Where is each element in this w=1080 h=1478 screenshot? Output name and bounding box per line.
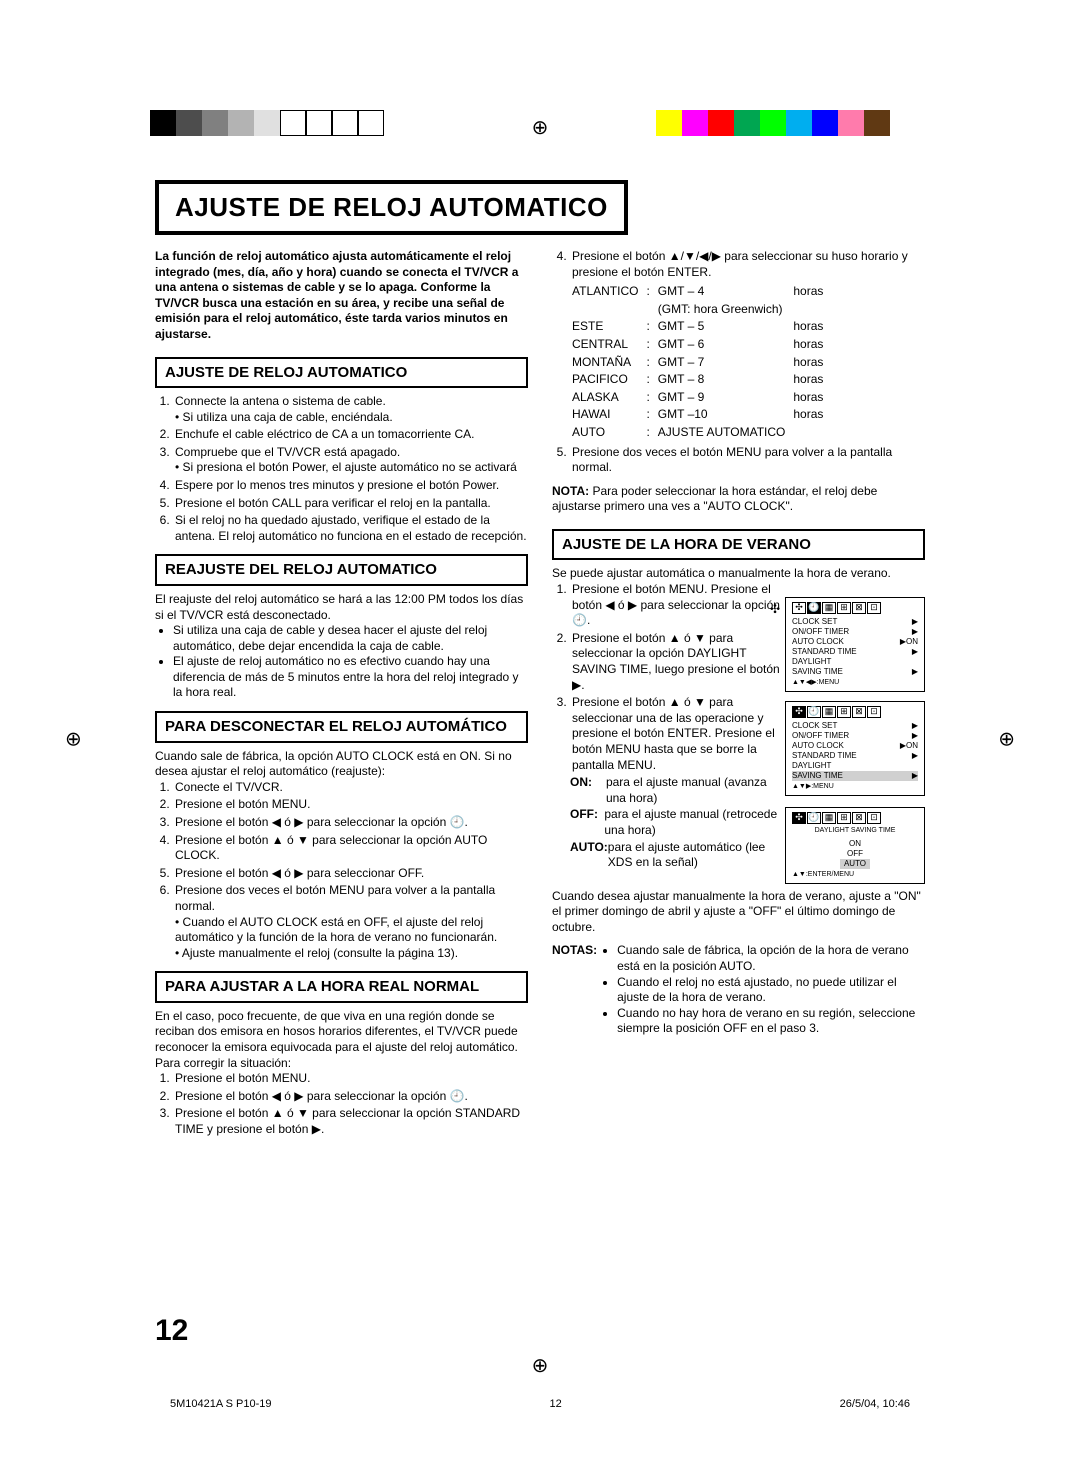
s3-i2: Presione el botón MENU. [173, 797, 528, 813]
s6-i2: Presione el botón ▲ ó ▼ para seleccionar… [570, 631, 782, 693]
s5-note: NOTA: Para poder seleccionar la hora est… [552, 484, 925, 515]
s1-list: Connecte la antena o sistema de cable. S… [155, 394, 528, 544]
s3-p1: Cuando sale de fábrica, la opción AUTO C… [155, 749, 528, 780]
left-column: La función de reloj automático ajusta au… [155, 249, 528, 1140]
s1-i1-sub: Si utiliza una caja de cable, enciéndala… [175, 410, 528, 426]
s2-b1: Si utiliza una caja de cable y desea hac… [173, 623, 528, 654]
s1-i1: Connecte la antena o sistema de cable. S… [173, 394, 528, 425]
s1-i3-sub: Si presiona el botón Power, el ajuste au… [175, 460, 528, 476]
footer: 5M10421A S P10-19 12 26/5/04, 10:46 [170, 1398, 910, 1410]
s1-i2: Enchufe el cable eléctrico de CA a un to… [173, 427, 528, 443]
color-bar-left [150, 110, 384, 136]
s5-i5: Presione dos veces el botón MENU para vo… [570, 445, 925, 476]
s5-list: Presione el botón ▲/▼/◀/▶ para seleccion… [552, 249, 925, 280]
section-head-4: PARA AJUSTAR A LA HORA REAL NORMAL [155, 971, 528, 1003]
s3-i3: Presione el botón ◀ ó ▶ para seleccionar… [173, 815, 528, 831]
footer-right: 26/5/04, 10:46 [840, 1398, 910, 1410]
s3-i6: Presione dos veces el botón MENU para vo… [173, 883, 528, 961]
s2-b2: El ajuste de reloj automático no es efec… [173, 654, 528, 701]
def-off: OFF:para el ajuste manual (retrocede una… [570, 807, 782, 838]
footer-left: 5M10421A S P10-19 [170, 1398, 272, 1410]
register-top: ⊕ [532, 115, 549, 140]
register-left: ⊕ [65, 727, 82, 752]
s6-n1: Cuando sale de fábrica, la opción de la … [617, 943, 925, 974]
def-on: ON:para el ajuste manual (avanza una hor… [570, 775, 782, 806]
s6-i3: Presione el botón ▲ ó ▼ para seleccionar… [570, 695, 782, 773]
s3-i5: Presione el botón ◀ ó ▶ para seleccionar… [173, 866, 528, 882]
register-right: ⊕ [998, 727, 1015, 752]
intro-text: La función de reloj automático ajusta au… [155, 249, 528, 343]
s6-n2: Cuando el reloj no está ajustado, no pue… [617, 975, 925, 1006]
s4-p1: En el caso, poco frecuente, de que viva … [155, 1009, 528, 1071]
s1-i5: Presione el botón CALL para verificar el… [173, 496, 528, 512]
section-head-1: AJUSTE DE RELOJ AUTOMATICO [155, 357, 528, 389]
menu-box-3: ✣🕘▦⊞⊠⊡DAYLIGHT SAVING TIMEONOFFAUTO▲▼:EN… [785, 807, 925, 884]
s3-i6-sub1: Cuando el AUTO CLOCK está en OFF, el aju… [175, 915, 528, 946]
s6-i1: Presione el botón MENU. Presione el botó… [570, 582, 782, 629]
right-column: Presione el botón ▲/▼/◀/▶ para seleccion… [552, 249, 925, 1140]
color-bar-right [656, 110, 890, 136]
s3-i1: Conecte el TV/VCR. [173, 780, 528, 796]
page-content: AJUSTE DE RELOJ AUTOMATICO La función de… [155, 180, 925, 1348]
section-head-2: REAJUSTE DEL RELOJ AUTOMATICO [155, 554, 528, 586]
page-number: 12 [155, 1314, 188, 1348]
section-head-6: AJUSTE DE LA HORA DE VERANO [552, 529, 925, 561]
register-bottom: ⊕ [532, 1353, 549, 1378]
s4-i3: Presione el botón ▲ ó ▼ para seleccionar… [173, 1106, 528, 1137]
section-head-3: PARA DESCONECTAR EL RELOJ AUTOMÁTICO [155, 711, 528, 743]
s6-p2: Cuando desea ajustar manualmente la hora… [552, 889, 925, 936]
s6-n3: Cuando no hay hora de verano en su regió… [617, 1006, 925, 1037]
timezone-table: ATLANTICO:GMT – 4horas(GMT: hora Greenwi… [570, 282, 831, 442]
def-auto: AUTO:para el ajuste automático (lee XDS … [570, 840, 782, 871]
s5-i4: Presione el botón ▲/▼/◀/▶ para seleccion… [570, 249, 925, 280]
menu-box-2: ✣🕘▦⊞⊠⊡CLOCK SET▶ON/OFF TIMER▶AUTO CLOCK▶… [785, 701, 925, 796]
s1-i3: Compruebe que el TV/VCR está apagado. Si… [173, 445, 528, 476]
s3-i6-sub2: Ajuste manualmente el reloj (consulte la… [175, 946, 528, 962]
s6-p1: Se puede ajustar automática o manualment… [552, 566, 925, 582]
s4-i2: Presione el botón ◀ ó ▶ para seleccionar… [173, 1089, 528, 1105]
footer-center: 12 [549, 1398, 561, 1410]
s4-i1: Presione el botón MENU. [173, 1071, 528, 1087]
s1-i4: Espere por lo menos tres minutos y presi… [173, 478, 528, 494]
s5-list2: Presione dos veces el botón MENU para vo… [552, 445, 925, 476]
menu-box-1: ✣🕘▦⊞⊠⊡CLOCK SET▶ON/OFF TIMER▶AUTO CLOCK▶… [785, 597, 925, 692]
s4-list: Presione el botón MENU. Presione el botó… [155, 1071, 528, 1137]
s6-list: Presione el botón MENU. Presione el botó… [552, 582, 782, 773]
s1-i6: Si el reloj no ha quedado ajustado, veri… [173, 513, 528, 544]
s6-notas: NOTAS: Cuando sale de fábrica, la opción… [552, 943, 925, 1037]
page-title: AJUSTE DE RELOJ AUTOMATICO [155, 180, 628, 235]
s2-p1: El reajuste del reloj automático se hará… [155, 592, 528, 623]
notas-label: NOTAS: [552, 943, 597, 1037]
s2-bullets: Si utiliza una caja de cable y desea hac… [155, 623, 528, 701]
s3-list: Conecte el TV/VCR. Presione el botón MEN… [155, 780, 528, 962]
s3-i4: Presione el botón ▲ ó ▼ para seleccionar… [173, 833, 528, 864]
